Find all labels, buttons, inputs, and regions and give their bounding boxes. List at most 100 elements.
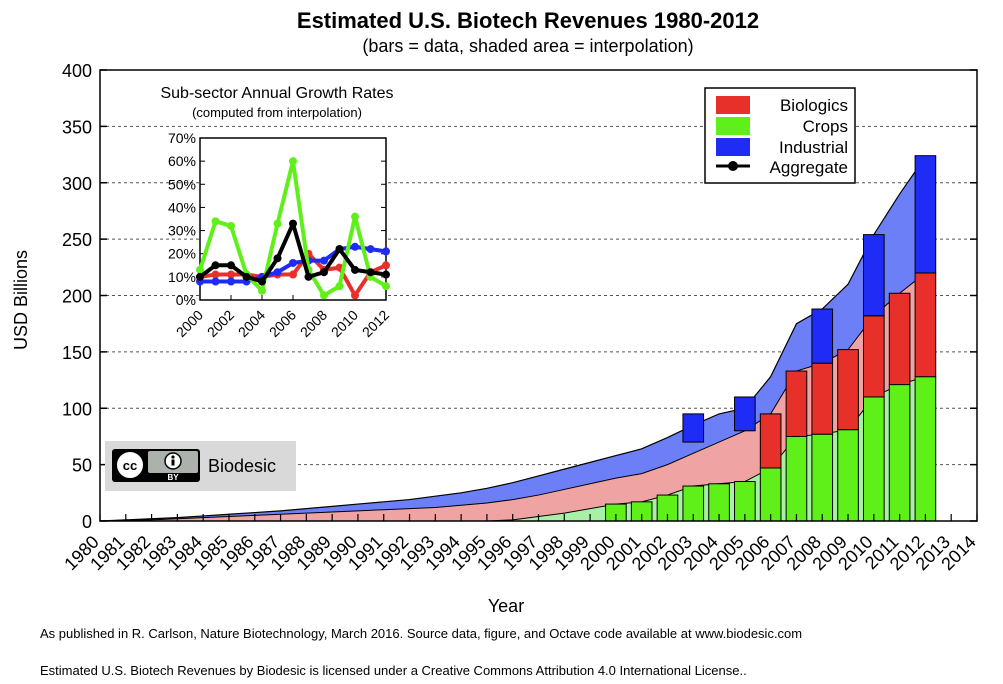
inset-point-crops-2008: [320, 291, 328, 300]
inset-x-tick-label-2000: 2000: [173, 307, 206, 340]
inset-series: [196, 157, 390, 300]
inset-x-tick-label-2002: 2002: [204, 307, 237, 340]
x-axis: 1980198119821983198419851986198719881989…: [60, 514, 980, 574]
legend-swatch-crops: [716, 117, 750, 135]
inset-y-tick-label-30: 30%: [168, 223, 196, 239]
y-axis-label: USD Billions: [11, 250, 31, 350]
bar-crops-2011: [888, 384, 911, 522]
inset-y-tick-label-0: 0%: [176, 292, 196, 308]
bar-biologics-2010: [863, 315, 885, 398]
data-bars: [605, 155, 937, 522]
inset-x-tick-label-2008: 2008: [297, 307, 330, 340]
cc-by-person-head: [171, 455, 175, 459]
inset-point-industrial-2012: [382, 247, 390, 256]
bar-biologics-2007: [785, 370, 808, 437]
inset-y-tick-label-10: 10%: [168, 269, 196, 285]
bar-industrial-2005: [734, 396, 756, 432]
y-tick-label-0: 0: [82, 512, 92, 532]
cc-glyph: cc: [123, 458, 137, 473]
inset-point-crops-2001: [211, 217, 220, 226]
legend-swatch-industrial: [716, 138, 750, 156]
inset-y-tick-label-60: 60%: [168, 153, 196, 169]
y-tick-label-200: 200: [62, 287, 92, 307]
legend-label-industrial: Industrial: [779, 138, 848, 157]
inset-point-aggregate-2005: [273, 254, 282, 263]
inset-point-aggregate-2003: [242, 272, 251, 281]
inset-point-crops-2006: [289, 157, 297, 166]
inset-point-biologics-2012: [382, 261, 390, 270]
total-outline: [99, 156, 926, 522]
cc-circle-icon: [115, 450, 145, 480]
y-axis: 0 50 100 150 200 250 300 350 400: [62, 61, 977, 532]
inset-point-industrial-2008: [320, 256, 328, 265]
inset-point-industrial-2005: [273, 268, 282, 277]
bar-biologics-2011: [888, 292, 911, 386]
bar-biologics-2009: [837, 349, 859, 431]
y-tick-label-300: 300: [62, 174, 92, 194]
bar-crops-2012: [914, 376, 937, 522]
cc-badge-text: Biodesic: [208, 456, 276, 476]
inset-point-aggregate-2011: [366, 268, 375, 277]
inset-x-tick-label-2010: 2010: [328, 307, 361, 340]
cc-license-badge: cc BY Biodesic: [105, 441, 296, 491]
bar-crops-2008: [811, 433, 834, 522]
inset-y-tick-label-40: 40%: [168, 199, 196, 215]
chart-subtitle: (bars = data, shaded area = interpolatio…: [362, 36, 693, 56]
cc-by-glyph: BY: [167, 473, 179, 482]
inset-point-biologics-2010: [351, 291, 359, 300]
inset-x-tick-label-2004: 2004: [235, 307, 268, 340]
inset-point-crops-2012: [382, 282, 390, 291]
legend-label-biologics: Biologics: [780, 96, 848, 115]
bar-biologics-2006: [759, 413, 782, 469]
inset-point-aggregate-2000: [196, 272, 204, 281]
inset-point-aggregate-2002: [227, 261, 235, 270]
inset-point-biologics-2002: [227, 270, 235, 279]
footer-citation: As published in R. Carlson, Nature Biote…: [40, 626, 802, 641]
bar-biologics-2012: [914, 272, 937, 378]
bar-crops-2010: [863, 396, 885, 522]
inset-point-biologics-2001: [211, 270, 220, 279]
inset-y-tick-label-50: 50%: [168, 176, 196, 192]
bar-industrial-2010: [863, 234, 885, 317]
chart-title: Estimated U.S. Biotech Revenues 1980-201…: [297, 8, 759, 33]
bar-industrial-2012: [914, 155, 937, 274]
y-tick-label-400: 400: [62, 61, 92, 81]
inset-point-aggregate-2001: [211, 261, 220, 270]
bar-biologics-2008: [811, 362, 834, 435]
inset-point-biologics-2006: [289, 270, 297, 279]
inset-point-aggregate-2010: [351, 265, 359, 274]
inset-point-aggregate-2009: [335, 245, 344, 254]
inset-y-tick-label-20: 20%: [168, 246, 196, 262]
inset-point-aggregate-2012: [382, 270, 390, 279]
inset-subtitle: (computed from interpolation): [192, 105, 362, 120]
inset-y-axis: 0% 10% 20% 30% 40% 50% 60% 70%: [168, 130, 386, 308]
bar-industrial-2003: [682, 413, 705, 443]
legend-swatch-biologics: [716, 96, 750, 114]
inset-point-aggregate-2006: [289, 219, 297, 228]
legend-label-aggregate: Aggregate: [770, 158, 848, 177]
bar-industrial-2008: [811, 308, 834, 364]
cc-by-person-body: [171, 459, 175, 466]
inset-point-aggregate-2007: [304, 272, 313, 281]
legend-marker-aggregate: [728, 161, 738, 171]
inset-y-tick-label-70: 70%: [168, 130, 196, 146]
inset-point-crops-2010: [351, 212, 359, 221]
inset-x-tick-label-2012: 2012: [359, 307, 392, 340]
inset-point-industrial-2006: [289, 258, 297, 267]
inset-point-crops-2000: [196, 265, 204, 274]
inset-point-industrial-2001: [211, 277, 220, 286]
y-tick-label-100: 100: [62, 399, 92, 419]
bar-crops-2006: [759, 467, 782, 522]
x-axis-label: Year: [488, 596, 524, 616]
legend-label-crops: Crops: [803, 117, 848, 136]
inset-title: Sub-sector Annual Growth Rates: [160, 85, 393, 102]
inset-point-crops-2004: [258, 286, 266, 295]
biologics-interpolation-area: [100, 272, 926, 521]
inset-point-crops-2009: [335, 282, 344, 291]
inset-point-crops-2005: [273, 219, 282, 228]
y-tick-label-350: 350: [62, 117, 92, 137]
inset-x-tick-label-2006: 2006: [266, 307, 299, 340]
bar-crops-2009: [837, 429, 859, 522]
